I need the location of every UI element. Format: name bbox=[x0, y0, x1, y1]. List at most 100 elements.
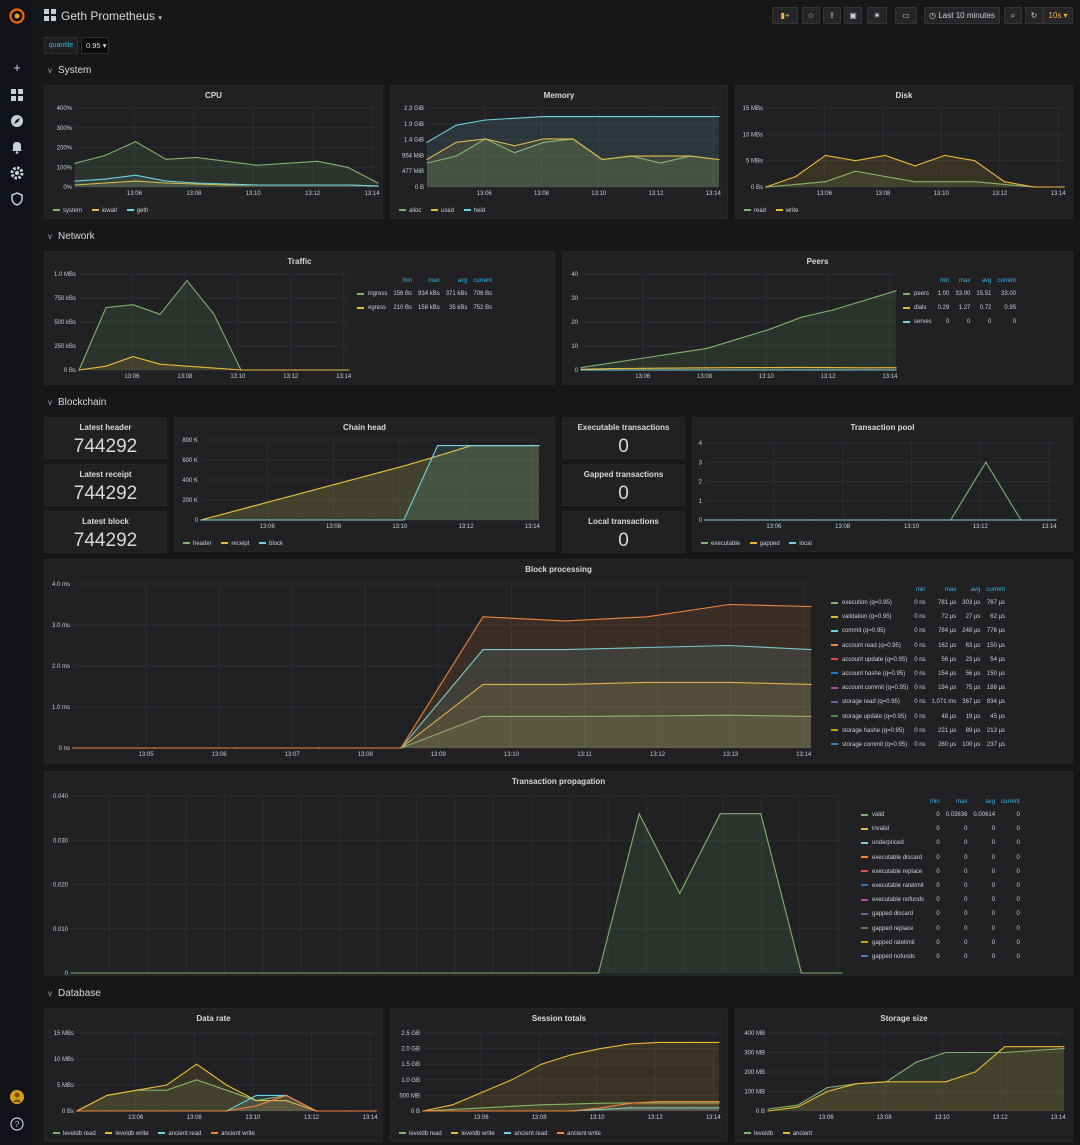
chain-head-panel[interactable]: Chain head 800 K 600 K 400 K 200 K 0 13:06 13:… bbox=[174, 417, 555, 552]
panel-title[interactable]: Executable transactions bbox=[577, 423, 670, 432]
traffic-panel[interactable]: Traffic 1.0 MBs 750 kBs 500 kBs 250 kBs 0 Bs… bbox=[44, 251, 555, 385]
legend-row[interactable]: egress 210 Bs 158 kBs 35 kBs 752 Bs bbox=[357, 301, 492, 315]
grafana-logo-icon[interactable] bbox=[9, 8, 25, 24]
legend-item[interactable]: alloc bbox=[399, 208, 421, 214]
latest-header-panel[interactable]: Latest header 744292 bbox=[44, 417, 167, 459]
legend-row[interactable]: executable discard 0 0 0 0 bbox=[861, 851, 1020, 865]
legend-row[interactable]: underpriced 0 0 0 0 bbox=[861, 836, 1020, 850]
legend-column-header[interactable]: current bbox=[997, 278, 1017, 284]
legend-column-header[interactable]: max bbox=[428, 278, 440, 284]
legend-row[interactable]: invalid 0 0 0 0 bbox=[861, 822, 1020, 836]
star-button[interactable]: ☆ bbox=[802, 7, 820, 24]
legend-column-header[interactable]: avg bbox=[981, 278, 992, 284]
legend-item[interactable]: ancient write bbox=[211, 1131, 255, 1137]
legend-item[interactable]: leveldb read bbox=[399, 1131, 442, 1137]
panel-title[interactable]: Peers bbox=[806, 257, 829, 266]
tv-mode-button[interactable]: ▭ bbox=[895, 7, 917, 24]
time-range-picker[interactable]: ◷ Last 10 minutes bbox=[924, 7, 1000, 24]
legend-item[interactable]: leveldb write bbox=[451, 1131, 495, 1137]
panel-title[interactable]: Traffic bbox=[287, 257, 312, 266]
legend-row[interactable]: storage hashe (q=0.95) 0 ns 221 µs 89 µs 213… bbox=[831, 724, 1005, 738]
legend-row[interactable]: storage update (q=0.95) 0 ns 48 µs 19 µs 45 … bbox=[831, 710, 1005, 724]
legend-column-header[interactable]: avg bbox=[457, 278, 468, 284]
legend-row[interactable]: ingress 156 Bs 934 kBs 371 kBs 706 Bs bbox=[357, 287, 492, 301]
legend-row[interactable]: executable nofunds 0 0 0 0 bbox=[861, 893, 1020, 907]
panel-title[interactable]: Block processing bbox=[525, 565, 592, 574]
legend-column-header[interactable]: avg bbox=[985, 799, 996, 805]
legend-item[interactable]: write bbox=[775, 208, 798, 214]
disk-panel[interactable]: Disk 15 MBs 10 MBs 5 MBs 0 Bs 13:06 13:08 13:1… bbox=[735, 85, 1073, 219]
panel-title[interactable]: Local transactions bbox=[588, 517, 659, 526]
legend-row[interactable]: gapped ratelimit 0 0 0 0 bbox=[861, 936, 1020, 950]
session-totals-panel[interactable]: Session totals 2.5 GB 2.0 GB 1.5 GB 1.0 GB 5… bbox=[390, 1008, 728, 1142]
block-processing-panel[interactable]: Block processing 4.0 ms 3.0 ms 2.0 ms 1.0 m… bbox=[44, 559, 1073, 764]
help-icon[interactable]: ? bbox=[9, 1116, 25, 1132]
cpu-panel[interactable]: CPU 400% 300% 200% 100% 0% 13:06 13:08 13:10 13:… bbox=[44, 85, 383, 219]
legend-row[interactable]: valid 0 0.03636 0.00614 0 bbox=[861, 808, 1020, 822]
panel-title[interactable]: Session totals bbox=[531, 1014, 587, 1023]
bell-icon[interactable] bbox=[9, 139, 25, 155]
legend-item[interactable]: header bbox=[183, 541, 212, 547]
legend-row[interactable]: serves 0 0 0 0 bbox=[903, 315, 1016, 329]
legend-column-header[interactable]: current bbox=[986, 587, 1006, 593]
dashboard-title[interactable]: Geth Prometheus ▾ bbox=[61, 9, 162, 23]
legend-item[interactable]: leveldb read bbox=[53, 1131, 96, 1137]
legend-row[interactable]: gapped nofunds 0 0 0 0 bbox=[861, 950, 1020, 964]
legend-row[interactable]: commit (q=0.95) 0 ns 784 µs 248 µs 776 µs bbox=[831, 624, 1005, 638]
legend-item[interactable]: executable bbox=[701, 541, 740, 547]
legend-item[interactable]: gapped bbox=[749, 541, 780, 547]
legend-item[interactable]: leveldb bbox=[744, 1131, 773, 1137]
shield-icon[interactable] bbox=[9, 191, 25, 207]
gear-icon[interactable] bbox=[9, 165, 25, 181]
legend-item[interactable]: used bbox=[431, 208, 454, 214]
legend-item[interactable]: held bbox=[463, 208, 485, 214]
peers-panel[interactable]: Peers 40 30 20 10 0 13:06 13:08 13:10 13:12 13:14… bbox=[562, 251, 1073, 385]
row-blockchain[interactable]: v Blockchain bbox=[48, 397, 107, 408]
legend-row[interactable]: dials 0.29 1.27 0.72 0.95 bbox=[903, 301, 1016, 315]
transaction-pool-panel[interactable]: Transaction pool 4 3 2 1 0 13:06 13:08 13:10 13:… bbox=[692, 417, 1073, 552]
legend-item[interactable]: ancient read bbox=[158, 1131, 201, 1137]
legend-column-header[interactable]: min bbox=[915, 587, 926, 593]
refresh-button[interactable]: ↻ bbox=[1025, 7, 1043, 24]
legend-row[interactable]: gapped replace 0 0 0 0 bbox=[861, 922, 1020, 936]
panel-title[interactable]: Transaction pool bbox=[850, 423, 915, 432]
local-transactions-panel[interactable]: Local transactions 0 bbox=[562, 511, 685, 553]
legend-row[interactable]: validation (q=0.95) 0 ns 72 µs 27 µs 62 µs bbox=[831, 610, 1005, 624]
caret-down-icon[interactable]: ▾ bbox=[158, 15, 162, 22]
legend-column-header[interactable]: min bbox=[930, 799, 940, 805]
legend-item[interactable]: read bbox=[744, 208, 766, 214]
row-database[interactable]: v Database bbox=[48, 988, 101, 999]
legend-column-header[interactable]: min bbox=[939, 278, 950, 284]
latest-receipt-panel[interactable]: Latest receipt 744292 bbox=[44, 464, 167, 506]
panel-title[interactable]: Chain head bbox=[342, 423, 387, 432]
legend-row[interactable]: executable replace 0 0 0 0 bbox=[861, 865, 1020, 879]
latest-block-panel[interactable]: Latest block 744292 bbox=[44, 511, 167, 553]
data-rate-panel[interactable]: Data rate 15 MBs 10 MBs 5 MBs 0 Bs 13:06 13:0… bbox=[44, 1008, 383, 1142]
legend-item[interactable]: iowait bbox=[91, 208, 117, 214]
panel-title[interactable]: Latest header bbox=[79, 423, 132, 432]
legend-row[interactable]: account commit (q=0.95) 0 ns 194 µs 75 µs 18… bbox=[831, 681, 1005, 695]
legend-column-header[interactable]: current bbox=[1001, 799, 1020, 805]
quantile-select[interactable]: 0.95 ▾ bbox=[81, 37, 109, 54]
legend-row[interactable]: account read (q=0.95) 0 ns 162 µs 63 µs 150 … bbox=[831, 639, 1005, 653]
share-button[interactable]: ⇪ bbox=[823, 7, 841, 24]
row-network[interactable]: v Network bbox=[48, 231, 95, 242]
legend-column-header[interactable]: max bbox=[944, 587, 957, 593]
settings-button[interactable]: ✷ bbox=[867, 7, 887, 24]
legend-item[interactable]: local bbox=[789, 541, 812, 547]
legend-column-header[interactable]: max bbox=[959, 278, 971, 284]
legend-item[interactable]: ancient read bbox=[504, 1131, 547, 1137]
panel-title[interactable]: Transaction propagation bbox=[511, 777, 606, 786]
legend-row[interactable]: executable ratelimit 0 0 0 0 bbox=[861, 879, 1020, 893]
legend-row[interactable]: peers 1.00 33.00 15.51 33.00 bbox=[903, 287, 1016, 301]
explore-icon[interactable] bbox=[9, 113, 25, 129]
panel-title[interactable]: Storage size bbox=[880, 1014, 928, 1023]
legend-row[interactable]: storage commit (q=0.95) 0 ns 260 µs 100 µs 2… bbox=[831, 738, 1005, 752]
panel-title[interactable]: Disk bbox=[895, 91, 913, 100]
zoom-out-button[interactable]: ⌕ bbox=[1004, 7, 1022, 24]
legend-row[interactable]: gapped discard 0 0 0 0 bbox=[861, 907, 1020, 921]
legend-item[interactable]: leveldb write bbox=[105, 1131, 149, 1137]
panel-title[interactable]: Memory bbox=[543, 91, 575, 100]
legend-row[interactable]: storage read (q=0.95) 0 ns 1.071 ms 367 µs 8… bbox=[831, 695, 1005, 709]
storage-size-panel[interactable]: Storage size 400 MB 300 MB 200 MB 100 MB 0 B… bbox=[735, 1008, 1073, 1142]
